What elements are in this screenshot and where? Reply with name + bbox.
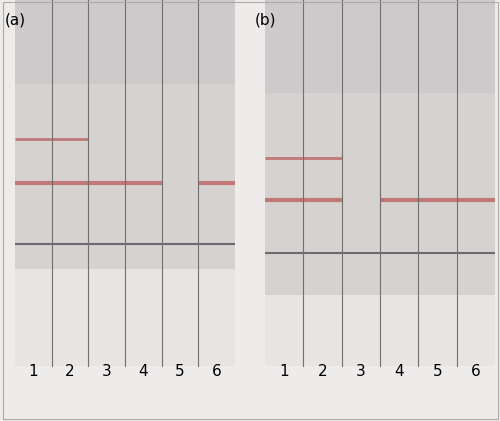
Bar (304, 93, 342, 295)
Bar (265, 0, 304, 93)
Bar (52, 269, 88, 366)
Bar (52, 0, 88, 84)
Bar (125, 0, 162, 84)
Bar (88, 0, 125, 84)
Bar (418, 93, 457, 295)
Text: 3: 3 (356, 364, 366, 379)
Bar (15, 0, 52, 84)
Bar (456, 0, 495, 93)
Text: (a): (a) (5, 13, 26, 28)
Text: 4: 4 (138, 364, 148, 379)
Text: 2: 2 (65, 364, 75, 379)
Bar (265, 93, 304, 295)
Bar (162, 269, 198, 366)
Bar (418, 0, 457, 93)
Text: 1: 1 (28, 364, 38, 379)
Bar (380, 295, 418, 366)
Bar (304, 295, 342, 366)
Bar (380, 93, 418, 295)
Bar (342, 0, 380, 93)
Bar (380, 0, 418, 93)
Text: 4: 4 (394, 364, 404, 379)
Text: 6: 6 (212, 364, 222, 379)
Text: 6: 6 (471, 364, 480, 379)
Bar (198, 269, 235, 366)
Text: 2: 2 (318, 364, 328, 379)
Bar (456, 295, 495, 366)
Bar (198, 0, 235, 84)
Bar (304, 0, 342, 93)
Bar (456, 93, 495, 295)
Bar (15, 84, 52, 269)
Text: 3: 3 (102, 364, 112, 379)
Bar (125, 84, 162, 269)
Bar (125, 269, 162, 366)
Bar (265, 295, 304, 366)
Bar (88, 269, 125, 366)
Bar (88, 84, 125, 269)
Bar (162, 0, 198, 84)
Text: 1: 1 (280, 364, 289, 379)
Bar (15, 269, 52, 366)
Bar (342, 93, 380, 295)
Text: (b): (b) (255, 13, 276, 28)
Text: 5: 5 (175, 364, 185, 379)
Bar (162, 84, 198, 269)
Bar (418, 295, 457, 366)
Bar (52, 84, 88, 269)
Bar (198, 84, 235, 269)
Text: 5: 5 (432, 364, 442, 379)
Bar (342, 295, 380, 366)
